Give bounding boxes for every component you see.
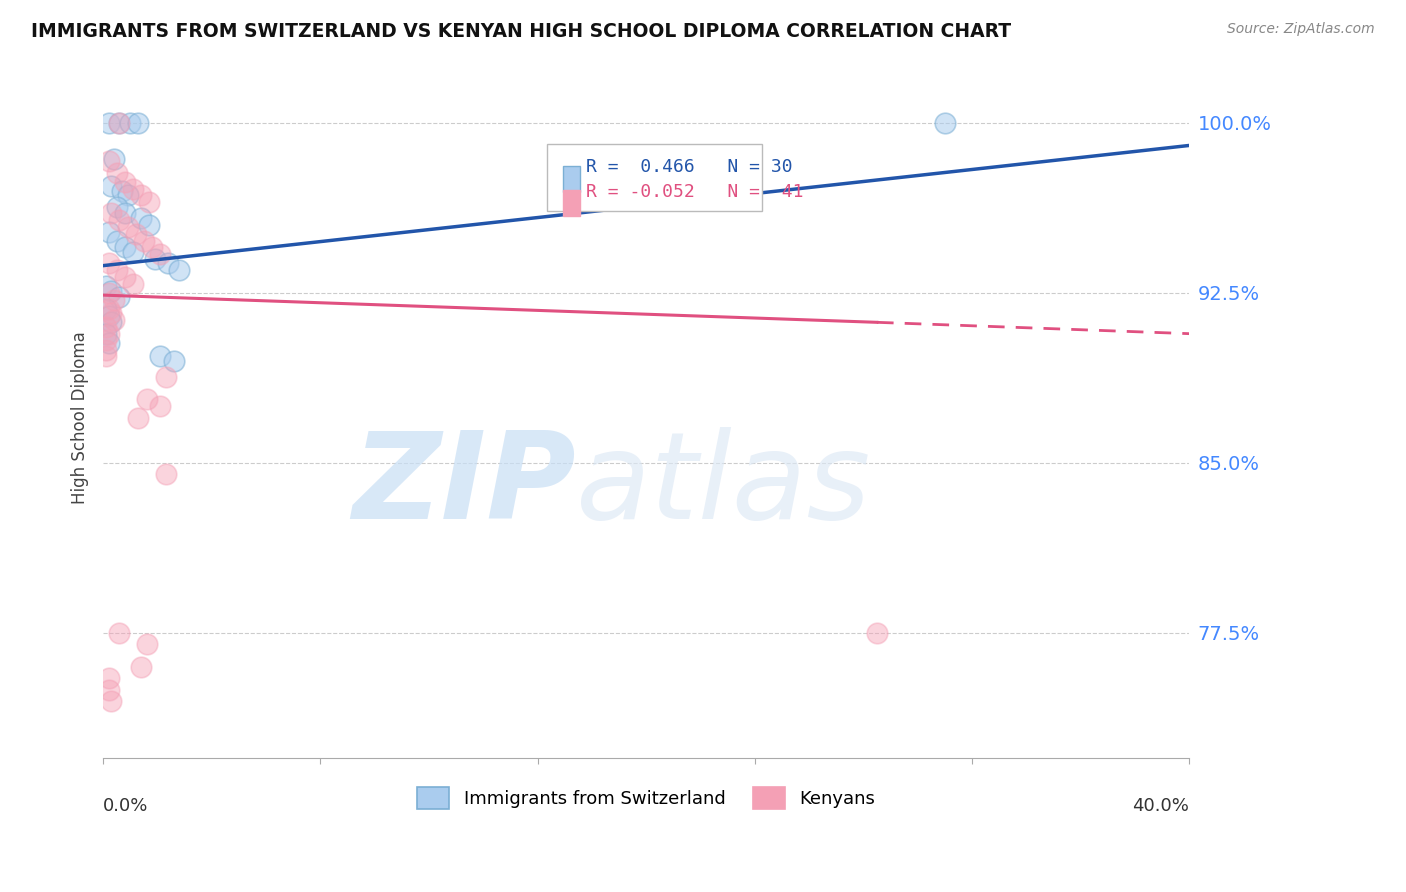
Point [125,227,148,241]
Point [100,694,122,708]
Point [149,399,172,413]
Point [143,252,166,266]
Point [138,218,160,232]
Y-axis label: High School Diploma: High School Diploma [72,331,89,504]
Point [127,410,149,425]
Point [97,309,120,323]
Point [129,211,152,225]
Point [97,154,120,169]
Point [94,279,117,293]
Point [157,256,180,270]
Point [129,660,152,674]
Point [127,116,149,130]
Point [122,181,145,195]
Point [114,240,136,254]
Point [94,343,117,357]
Point [97,326,120,341]
Point [132,234,155,248]
Point [103,293,125,307]
Point [108,213,131,227]
Point [117,220,139,235]
Point [94,319,117,334]
Point [120,116,142,130]
Point [100,206,122,220]
Point [97,671,120,685]
Point [100,179,122,194]
Text: Source: ZipAtlas.com: Source: ZipAtlas.com [1227,22,1375,37]
Text: R =  0.466   N = 30: R = 0.466 N = 30 [586,159,793,177]
Point [111,184,134,198]
Point [135,392,157,407]
Point [94,301,117,316]
Point [108,116,131,130]
Text: IMMIGRANTS FROM SWITZERLAND VS KENYAN HIGH SCHOOL DIPLOMA CORRELATION CHART: IMMIGRANTS FROM SWITZERLAND VS KENYAN HI… [31,22,1011,41]
Text: 40.0%: 40.0% [1132,797,1189,814]
Point [108,116,131,130]
Point [114,270,136,285]
Point [103,313,125,327]
Point [103,152,125,166]
Point [155,369,177,384]
Point [129,188,152,202]
Point [100,306,122,320]
Point [866,626,889,640]
Point [114,175,136,189]
Legend: Immigrants from Switzerland, Kenyans: Immigrants from Switzerland, Kenyans [409,780,883,817]
Point [94,334,117,348]
Point [108,290,131,304]
Point [100,284,122,298]
Point [108,626,131,640]
Point [122,277,145,291]
Point [97,116,120,130]
Point [100,315,122,329]
Point [97,301,120,316]
Point [138,195,160,210]
Point [97,335,120,350]
Point [105,263,128,277]
Point [135,637,157,651]
Point [94,326,117,341]
Point [97,682,120,697]
Point [122,245,145,260]
Point [97,256,120,270]
Point [163,354,186,368]
Point [155,467,177,482]
Point [94,349,117,363]
Point [149,247,172,261]
Text: atlas: atlas [575,427,870,544]
Text: R = -0.052   N =  41: R = -0.052 N = 41 [586,183,804,201]
Point [149,349,172,363]
Text: 0.0%: 0.0% [103,797,149,814]
Text: ZIP: ZIP [352,427,575,544]
Point [114,206,136,220]
Point [105,166,128,180]
Point [97,285,120,300]
Point [141,240,163,254]
Point [97,225,120,239]
Point [167,263,190,277]
Point [105,200,128,214]
Point [934,116,956,130]
Point [117,188,139,202]
Point [105,234,128,248]
